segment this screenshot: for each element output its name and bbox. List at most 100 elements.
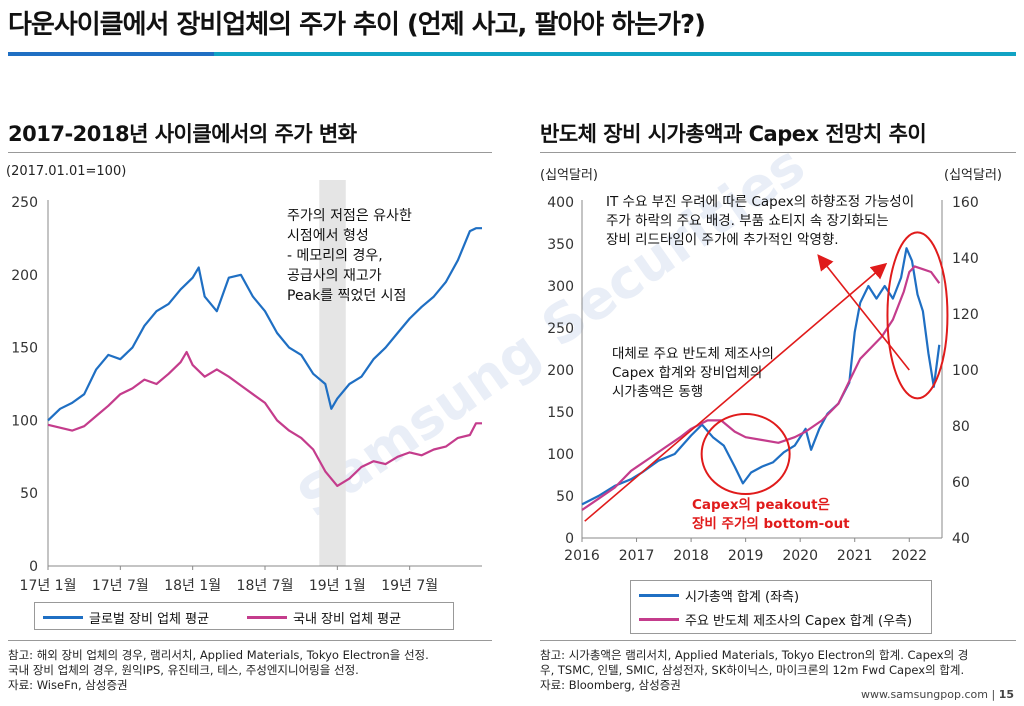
left-notes-rule	[8, 640, 492, 641]
right-notes-rule	[540, 640, 1016, 641]
y-left-tick-label: 150	[547, 405, 574, 421]
series-line-domestic	[47, 350, 482, 487]
annotation-line: 장비 주가의 bottom-out	[692, 515, 850, 532]
x-tick-label: 17년 7월	[92, 578, 149, 594]
y-tick-label: 50	[20, 486, 38, 502]
bottom-out-circle	[700, 413, 791, 495]
y-left-tick-label: 50	[556, 489, 574, 505]
page-footer: www.samsungpop.com | 15	[861, 688, 1014, 701]
annotation-line: Capex 합계와 장비업체의	[612, 365, 762, 381]
annotation-line: Peak를 찍었던 시점	[287, 288, 406, 304]
right-notes: 참고: 시가총액은 램리서치, Applied Materials, Tokyo…	[540, 648, 968, 693]
right-unit-left: (십억달러)	[540, 168, 598, 183]
legend-item-domestic: 국내 장비 업체 평균	[247, 608, 401, 627]
legend-label: 주요 반도체 제조사의 Capex 합계 (우측)	[685, 614, 913, 629]
y-left-tick-label: 250	[547, 321, 574, 337]
x-tick-label: 19년 7월	[381, 578, 438, 594]
footer-site: www.samsungpop.com	[860, 688, 988, 701]
x-tick-label: 18년 1월	[164, 578, 221, 594]
y-tick-label: 100	[11, 413, 38, 429]
page-title: 다운사이클에서 장비업체의 주가 추이 (언제 사고, 팔아야 하는가?)	[8, 10, 706, 40]
legend-item-marketcap: 시가총액 합계 (좌측)	[639, 586, 799, 605]
y-right-tick-label: 120	[952, 307, 979, 323]
footer-divider: |	[991, 688, 999, 701]
y-left-tick-label: 100	[547, 447, 574, 463]
left-notes: 참고: 해외 장비 업체의 경우, 램리서치, Applied Material…	[8, 648, 429, 693]
right-chart: 0 50 100 150 200 250 300 350 400 40 60 80 100 120 140 1…	[547, 194, 979, 564]
y-right-tick-label: 100	[952, 363, 979, 379]
legend-swatch-magenta	[247, 616, 287, 619]
x-tick-label: 2019	[728, 548, 764, 564]
y-tick-label: 0	[29, 559, 38, 575]
legend-swatch-blue	[43, 616, 83, 619]
y-tick-label: 200	[11, 268, 38, 284]
series-line-marketcap	[581, 247, 941, 506]
x-tick-label: 2020	[782, 548, 818, 564]
title-underline-teal	[214, 52, 1016, 56]
annotation-line: Capex의 peakout은	[692, 496, 830, 513]
y-right-tick-label: 160	[952, 195, 979, 211]
shaded-trough-region	[319, 180, 346, 566]
left-chart-title: 2017-2018년 사이클에서의 주가 변화	[8, 122, 357, 146]
x-tick-label: 2018	[673, 548, 709, 564]
x-tick-label: 2022	[891, 548, 927, 564]
x-tick-label: 2021	[837, 548, 873, 564]
annotation-line: 대체로 주요 반도체 제조사의	[612, 346, 774, 362]
annotation-line: 시가총액은 동행	[612, 384, 703, 400]
legend-item-capex: 주요 반도체 제조사의 Capex 합계 (우측)	[639, 610, 912, 629]
series-line-capex	[581, 265, 941, 511]
note-line: 자료: WiseFn, 삼성증권	[8, 678, 128, 692]
left-unit-label: (2017.01.01=100)	[6, 164, 127, 179]
legend-label: 국내 장비 업체 평균	[293, 612, 402, 627]
y-left-tick-label: 200	[547, 363, 574, 379]
annotation-line: 시점에서 형성	[287, 228, 369, 244]
right-legend: 시가총액 합계 (좌측) 주요 반도체 제조사의 Capex 합계 (우측)	[630, 580, 932, 634]
left-legend: 글로벌 장비 업체 평균 국내 장비 업체 평균	[34, 602, 454, 630]
legend-label: 시가총액 합계 (좌측)	[685, 590, 800, 605]
y-left-tick-label: 0	[565, 531, 574, 547]
page-number: 15	[998, 688, 1014, 701]
note-line: 국내 장비 업체의 경우, 원익IPS, 유진테크, 테스, 주성엔지니어링을 …	[8, 663, 359, 677]
pointer-arrow	[817, 254, 910, 371]
legend-label: 글로벌 장비 업체 평균	[89, 612, 210, 627]
y-left-tick-label: 300	[547, 279, 574, 295]
trend-arrow	[584, 262, 888, 522]
y-right-tick-label: 40	[952, 531, 970, 547]
y-left-tick-label: 400	[547, 195, 574, 211]
x-tick-label: 19년 1월	[309, 578, 366, 594]
x-tick-label: 17년 1월	[20, 578, 77, 594]
y-right-tick-label: 60	[952, 475, 970, 491]
y-tick-label: 250	[11, 195, 38, 211]
left-chart: 0 50 100 150 200 250 17년 1월 17년 7월 18년 1월 18년 7월 1…	[11, 180, 482, 594]
y-left-tick-label: 350	[547, 237, 574, 253]
annotation-line: IT 수요 부진 우려에 따른 Capex의 하향조정 가능성이	[606, 194, 914, 210]
annotation-line: - 메모리의 경우,	[287, 248, 383, 264]
annotation-line: 주가의 저점은 유사한	[287, 208, 412, 224]
series-line-global	[47, 227, 482, 422]
annotation-line: 공급사의 재고가	[287, 268, 382, 284]
note-line: 참고: 시가총액은 램리서치, Applied Materials, Tokyo…	[540, 648, 969, 662]
legend-swatch-blue	[639, 594, 679, 597]
right-title-rule	[540, 152, 1016, 153]
annotation-line: 장비 리드타임이 주가에 추가적인 악영향.	[606, 232, 839, 248]
y-tick-label: 150	[11, 341, 38, 357]
note-line: 우, TSMC, 인텔, SMIC, 삼성전자, SK하이닉스, 마이크론의 1…	[540, 663, 965, 677]
legend-item-global: 글로벌 장비 업체 평균	[43, 608, 209, 627]
annotation-line: 주가 하락의 주요 배경. 부품 쇼티지 속 장기화되는	[606, 213, 889, 229]
x-tick-label: 2017	[619, 548, 655, 564]
right-unit-right: (십억달러)	[944, 168, 1002, 183]
x-tick-label: 18년 7월	[237, 578, 294, 594]
right-chart-title: 반도체 장비 시가총액과 Capex 전망치 추이	[540, 122, 927, 146]
y-right-tick-label: 140	[952, 251, 979, 267]
note-line: 참고: 해외 장비 업체의 경우, 램리서치, Applied Material…	[8, 648, 429, 662]
legend-swatch-magenta	[639, 618, 679, 621]
note-line: 자료: Bloomberg, 삼성증권	[540, 678, 681, 692]
peak-circle	[886, 231, 949, 400]
x-tick-label: 2016	[564, 548, 600, 564]
left-title-rule	[8, 152, 492, 153]
y-right-tick-label: 80	[952, 419, 970, 435]
